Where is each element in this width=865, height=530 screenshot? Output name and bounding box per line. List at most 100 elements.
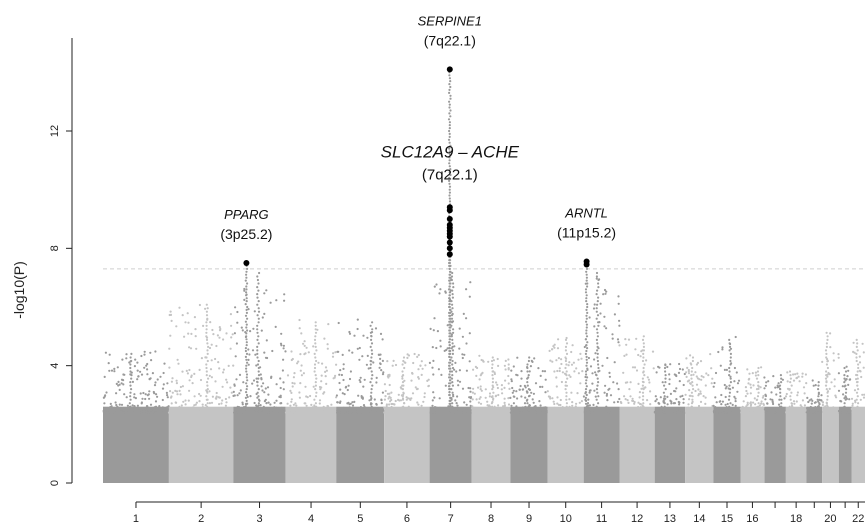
snp-point <box>421 367 424 370</box>
snp-point <box>753 411 756 414</box>
snp-point <box>565 336 568 340</box>
snp-point <box>148 390 151 393</box>
snp-point <box>468 360 471 363</box>
snp-point <box>692 388 695 391</box>
snp-point <box>673 373 676 376</box>
snp-point <box>181 370 184 373</box>
snp-point <box>825 352 828 355</box>
snp-point <box>733 380 736 383</box>
snp-point <box>369 366 372 370</box>
snp-point <box>584 396 588 399</box>
snp-point <box>663 402 666 405</box>
snp-point <box>618 344 621 347</box>
snp-point <box>448 291 451 294</box>
snp-point <box>643 374 646 377</box>
snp-point <box>528 370 531 373</box>
snp-point <box>413 352 416 356</box>
snp-point <box>678 380 681 383</box>
snp-point <box>605 405 608 408</box>
snp-point <box>613 401 616 404</box>
snp-point <box>649 407 652 410</box>
snp-point <box>728 405 731 408</box>
snp-point <box>125 357 128 360</box>
snp-point <box>179 385 182 389</box>
snp-point <box>585 385 588 388</box>
snp-point <box>848 398 851 401</box>
snp-point <box>303 411 306 414</box>
snp-point <box>768 411 772 414</box>
snp-point <box>174 401 177 404</box>
snp-point <box>348 332 352 335</box>
snp-point <box>239 408 242 411</box>
snp-point <box>210 376 213 379</box>
snp-point <box>205 374 208 377</box>
snp-point <box>690 377 693 380</box>
snp-point <box>379 409 383 412</box>
snp-point <box>655 371 658 374</box>
snp-point <box>566 411 569 414</box>
snp-point <box>631 366 635 369</box>
snp-point <box>788 410 791 414</box>
snp-point <box>586 341 589 344</box>
snp-point <box>239 389 242 392</box>
snp-point <box>847 383 850 386</box>
snp-point <box>829 332 832 335</box>
snp-point <box>336 401 339 404</box>
snp-point <box>808 411 812 414</box>
snp-point <box>393 403 396 406</box>
snp-point <box>438 411 441 414</box>
snp-point <box>788 405 791 408</box>
snp-point <box>692 373 695 376</box>
snp-point <box>449 370 452 373</box>
snp-point <box>489 405 492 408</box>
snp-point <box>369 331 372 334</box>
snp-point <box>588 391 591 394</box>
snp-point <box>512 408 515 411</box>
snp-point <box>236 394 239 397</box>
snp-point <box>312 385 315 388</box>
snp-point <box>539 404 542 407</box>
snp-point <box>508 387 511 390</box>
snp-point <box>284 411 288 414</box>
snp-point <box>855 381 859 384</box>
snp-point <box>688 379 691 382</box>
snp-point <box>127 408 130 411</box>
snp-point <box>275 399 278 402</box>
snp-point <box>275 299 278 302</box>
snp-point <box>486 400 489 403</box>
snp-point <box>256 293 259 296</box>
snp-point <box>407 397 410 400</box>
snp-point <box>532 392 536 395</box>
snp-point <box>729 359 732 363</box>
snp-point <box>355 410 359 413</box>
snp-point <box>855 391 859 394</box>
snp-point <box>613 409 616 412</box>
snp-point <box>527 408 530 411</box>
snp-point <box>269 301 272 304</box>
snp-point <box>657 401 660 405</box>
snp-point <box>171 391 174 394</box>
snp-point <box>817 400 820 403</box>
snp-point <box>687 410 690 414</box>
snp-point <box>206 388 209 391</box>
snp-point <box>415 388 419 391</box>
snp-point <box>491 395 494 398</box>
snp-point <box>259 404 262 407</box>
snp-point <box>491 363 494 366</box>
snp-point <box>799 411 802 414</box>
snp-point <box>118 409 121 412</box>
snp-point <box>674 390 677 393</box>
snp-point <box>316 406 319 410</box>
snp-point <box>834 406 837 410</box>
snp-point <box>792 400 796 403</box>
snp-point <box>209 368 213 371</box>
snp-point <box>845 365 848 368</box>
snp-point <box>533 357 536 360</box>
snp-point <box>280 411 283 414</box>
snp-point <box>623 354 626 357</box>
snp-point <box>243 287 246 291</box>
snp-point <box>448 393 451 397</box>
snp-point <box>389 411 392 414</box>
snp-point <box>641 338 645 341</box>
snp-point <box>374 411 377 414</box>
